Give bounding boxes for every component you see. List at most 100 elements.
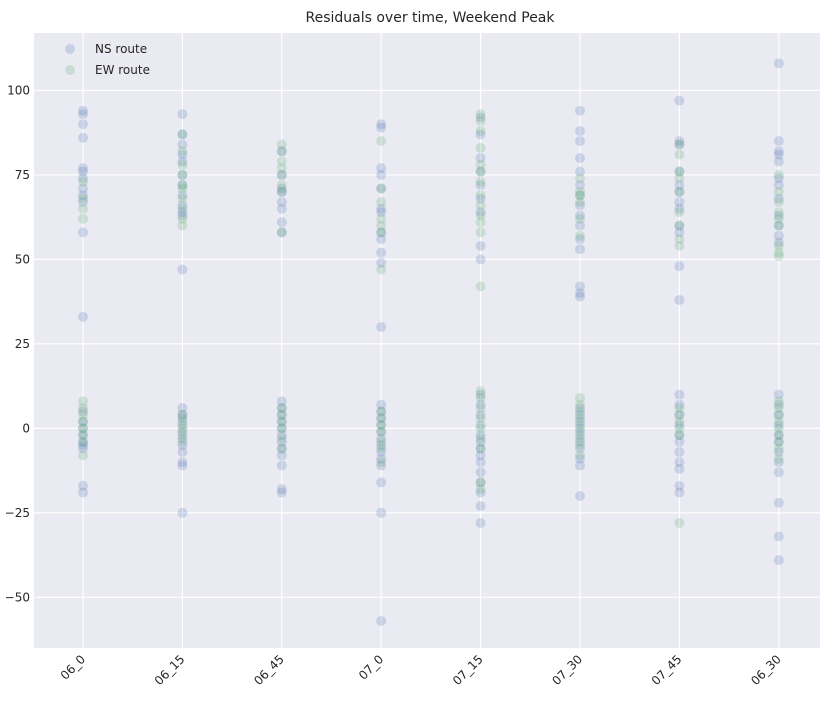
data-point [78,436,88,447]
data-point [78,406,88,417]
data-point [78,440,88,451]
y-tick-label: 50 [15,252,30,266]
data-point [276,139,287,150]
data-point [376,321,387,332]
data-point [376,426,387,437]
data-point [674,234,685,245]
data-point [475,392,486,403]
data-point [376,227,387,238]
data-point [773,430,784,441]
data-point [177,436,188,447]
data-point [773,220,784,231]
data-point [376,413,387,424]
data-point [376,447,387,458]
data-point [376,433,387,444]
data-point [276,396,287,407]
series-ew-route [78,109,784,528]
data-point [177,190,188,201]
data-point [376,419,387,430]
data-point [177,220,188,231]
data-point [177,193,188,204]
data-point [376,213,387,224]
data-point [376,413,387,424]
data-point [674,416,685,427]
data-point [276,403,287,414]
data-point [78,430,88,441]
y-tick-label: 0 [22,421,30,435]
data-point [575,125,585,136]
data-point [674,173,685,184]
data-point [575,136,585,147]
data-point [674,139,685,150]
data-point [773,193,784,204]
data-point [575,166,585,177]
data-point [78,436,88,447]
data-point [575,406,585,417]
data-point [475,200,486,211]
data-point [773,396,784,407]
data-point [575,180,585,191]
data-point [773,230,784,241]
data-point [177,149,188,160]
data-point [773,436,784,447]
data-point [674,294,685,305]
data-point [475,423,486,434]
data-point [276,163,287,174]
data-point [475,153,486,164]
data-point [575,190,585,201]
data-point [575,453,585,464]
data-point [475,190,486,201]
data-point [276,196,287,207]
data-point [575,153,585,164]
data-point [773,186,784,197]
data-point [575,440,585,451]
data-point [575,200,585,211]
data-point [78,193,88,204]
data-point [575,230,585,241]
data-point [276,169,287,180]
data-point [276,227,287,238]
data-point [475,176,486,187]
data-point [674,480,685,491]
data-point [773,423,784,434]
data-point [773,210,784,221]
data-point [674,409,685,420]
data-point [475,207,486,218]
data-point [674,180,685,191]
data-point [773,207,784,218]
data-point [674,457,685,468]
data-point [773,247,784,258]
data-point [276,203,287,214]
data-point [674,240,685,251]
data-point [276,183,287,194]
data-point [674,149,685,160]
data-point [376,234,387,245]
data-point [773,467,784,478]
data-point [78,409,88,420]
data-point [177,169,188,180]
data-point [475,227,486,238]
data-point [177,423,188,434]
data-point [475,115,486,126]
data-point [276,217,287,228]
data-point [674,430,685,441]
data-point [475,109,486,120]
data-point [276,443,287,454]
data-point [475,399,486,410]
data-point [376,443,387,454]
data-point [276,436,287,447]
data-point [674,166,685,177]
data-point [475,166,486,177]
data-point [475,142,486,153]
data-point [575,210,585,221]
data-point [674,403,685,414]
data-point [177,409,188,420]
legend: NS route EW route [65,42,150,77]
data-point [575,220,585,231]
data-point [276,484,287,495]
data-point [674,220,685,231]
data-point [177,457,188,468]
data-point [78,166,88,177]
data-point [177,419,188,430]
data-point [78,403,88,414]
